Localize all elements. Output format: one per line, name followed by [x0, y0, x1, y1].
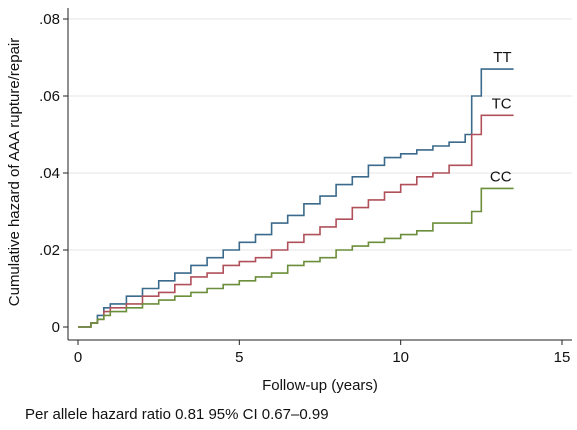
series-label-tc: TC [492, 95, 512, 112]
x-tick-label: 10 [392, 349, 409, 366]
x-tick-label: 5 [235, 349, 243, 366]
hazard-ratio-caption: Per allele hazard ratio 0.81 95% CI 0.67… [25, 406, 329, 423]
y-tick-label: .06 [39, 88, 60, 105]
series-line-cc [78, 187, 514, 328]
x-tick-label: 15 [554, 349, 571, 366]
y-tick-label: .04 [39, 165, 60, 182]
y-tick-label: 0 [52, 319, 60, 336]
y-tick-labels: 0 .02 .04 .06 .08 [39, 11, 60, 336]
series-label-cc: CC [490, 168, 512, 185]
series-line-tc [78, 114, 514, 328]
grid-lines [68, 18, 572, 251]
series-line-tt [78, 68, 514, 328]
series-label-tt: TT [493, 49, 511, 66]
y-tick-label: .02 [39, 242, 60, 259]
y-tick-label: .08 [39, 11, 60, 28]
cumulative-hazard-chart: 0 .02 .04 .06 .08 0 5 10 15 TT TC CC Follow-up (y… [6, 8, 572, 394]
series-labels: TT TC CC [490, 49, 512, 185]
x-axis-title: Follow-up (years) [262, 377, 378, 394]
x-tick-labels: 0 5 10 15 [74, 349, 571, 366]
axes [63, 8, 572, 345]
series-lines [78, 68, 514, 328]
x-tick-label: 0 [74, 349, 82, 366]
y-axis-title: Cumulative hazard of AAA rupture/repair [6, 38, 23, 306]
